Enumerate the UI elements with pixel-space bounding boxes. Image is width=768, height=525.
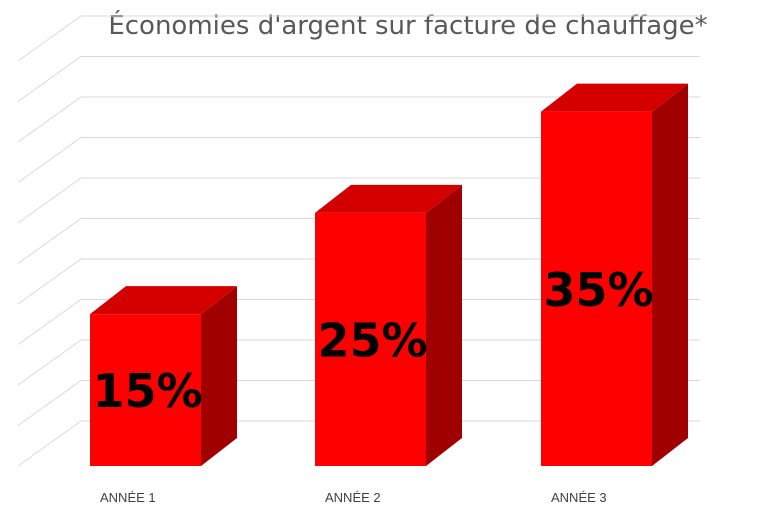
gridlines bbox=[17, 15, 700, 467]
bar-front bbox=[541, 111, 652, 466]
bar-top bbox=[541, 83, 688, 112]
labels: 15% ANNÉE 1 25% ANNÉE 2 35% ANNÉE 3 bbox=[92, 263, 653, 505]
chart-title: Économies d'argent sur facture de chauff… bbox=[108, 9, 707, 41]
bar-1 bbox=[90, 286, 237, 466]
category-label-2: ANNÉE 2 bbox=[325, 490, 381, 505]
bar-side bbox=[652, 83, 688, 466]
bars bbox=[90, 83, 688, 466]
bar-side bbox=[426, 184, 462, 466]
bar-side bbox=[201, 286, 237, 466]
gridline bbox=[17, 96, 700, 143]
gridline bbox=[17, 177, 700, 224]
bar-front bbox=[90, 314, 201, 466]
gridline bbox=[17, 218, 700, 264]
bar-front bbox=[315, 212, 426, 466]
bar-top bbox=[90, 286, 237, 315]
gridline bbox=[17, 339, 700, 386]
gridline bbox=[17, 299, 700, 345]
gridline bbox=[17, 380, 700, 426]
bar-top bbox=[315, 184, 462, 213]
data-label-3: 35% bbox=[543, 263, 653, 317]
gridline bbox=[17, 420, 700, 467]
category-label-1: ANNÉE 1 bbox=[100, 490, 156, 505]
data-label-2: 25% bbox=[317, 313, 427, 367]
bar-2 bbox=[315, 184, 462, 466]
bar-3 bbox=[541, 83, 688, 466]
gridline bbox=[17, 137, 700, 183]
category-label-3: ANNÉE 3 bbox=[551, 490, 607, 505]
gridline bbox=[17, 15, 700, 62]
gridline bbox=[17, 56, 700, 102]
data-label-1: 15% bbox=[92, 364, 202, 418]
gridline bbox=[17, 258, 700, 305]
